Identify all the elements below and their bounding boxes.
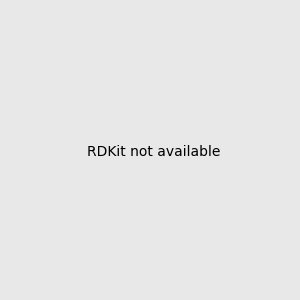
Text: RDKit not available: RDKit not available (87, 145, 220, 158)
